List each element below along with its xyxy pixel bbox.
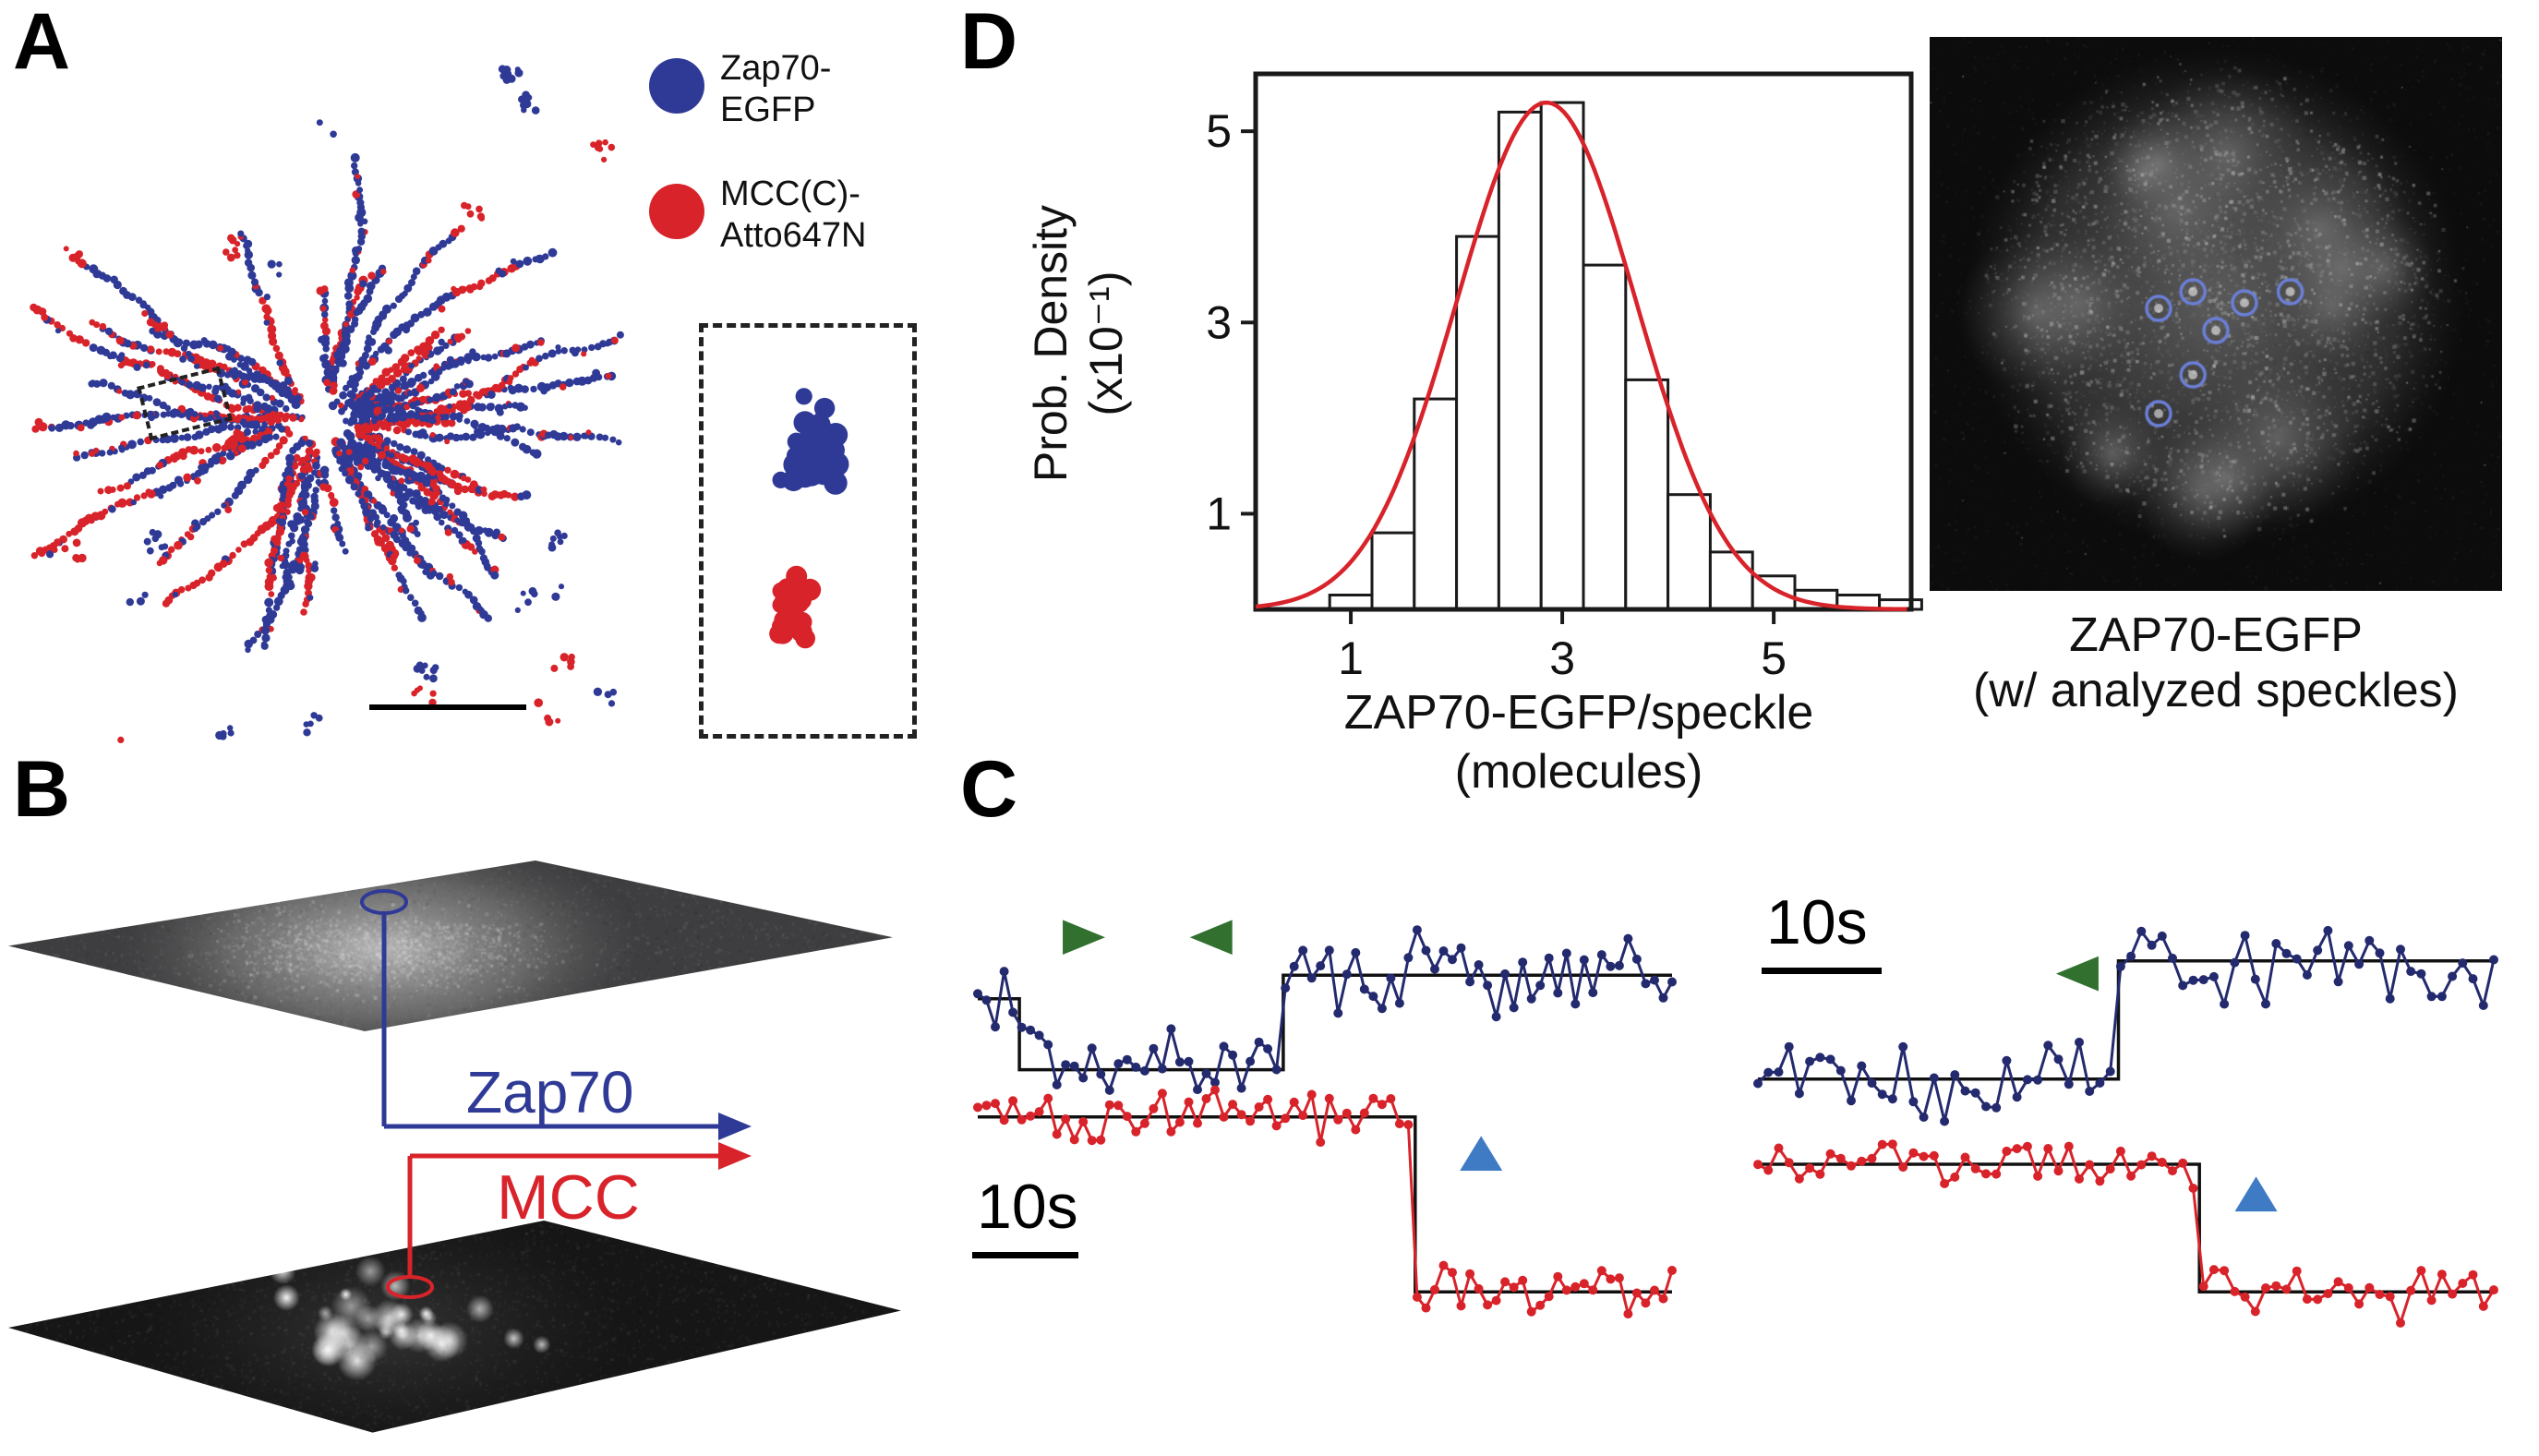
histogram-y-axis-label: Prob. Density (x10⁻¹) <box>1023 205 1134 482</box>
zap70-roi-ellipse <box>360 889 408 915</box>
mcc-arrowhead-icon <box>718 1142 752 1170</box>
right-trace-scalebar <box>1762 968 1882 974</box>
zap70-per-speckle-histogram: 1 3 5 1 3 5 <box>1206 71 1923 684</box>
svg-text:3: 3 <box>1549 632 1575 684</box>
mcc-roi-ellipse <box>386 1275 434 1299</box>
mcc-axis-label: MCC <box>497 1162 640 1233</box>
panel-c-label: C <box>960 745 1018 834</box>
legend-label-zap70: Zap70- EGFP <box>720 48 831 131</box>
photobleach-trace-left <box>973 920 1677 1319</box>
panel-a-inset-box <box>699 323 917 739</box>
speckle-image-caption-line2: (w/ analyzed speckles) <box>1973 664 2459 717</box>
panel-a-inset-scatter <box>769 388 849 649</box>
histogram-x-axis-label-line1: ZAP70-EGFP/speckle <box>1343 686 1814 740</box>
panel-b-label: B <box>13 745 71 834</box>
legend-label-mcc: MCC(C)- Atto647N <box>720 174 866 257</box>
legend-dot-mcc <box>649 184 704 239</box>
svg-text:1: 1 <box>1206 487 1232 539</box>
panel-d-label: D <box>960 0 1018 86</box>
panel-a-scale-bar <box>369 704 526 710</box>
histogram-y-axis-label-line2: (x10⁻¹) <box>1080 271 1132 416</box>
zap70-axis-line <box>381 913 726 1129</box>
svg-text:1: 1 <box>1338 632 1364 684</box>
panel-a-localization-scatter <box>30 65 624 744</box>
svg-text:5: 5 <box>1206 105 1232 157</box>
zap70-axis-label: Zap70 <box>466 1059 634 1125</box>
panel-b-annotation-overlay <box>360 889 752 1299</box>
photobleach-trace-right <box>1753 925 2498 1328</box>
legend-label-mcc-line1: MCC(C)- <box>720 174 860 213</box>
legend-label-mcc-line2: Atto647N <box>720 216 867 255</box>
legend-dot-mcc-circle <box>649 184 704 239</box>
svg-text:5: 5 <box>1761 632 1787 684</box>
histogram-x-axis-label-line2: (molecules) <box>1454 745 1703 799</box>
legend-dot-zap70-circle <box>649 58 704 114</box>
histogram-y-axis-label-line1: Prob. Density <box>1025 204 1077 483</box>
svg-text:3: 3 <box>1206 296 1232 348</box>
legend-label-zap70-line1: Zap70- <box>720 49 832 88</box>
right-trace-scalebar-label: 10s <box>1766 887 1868 957</box>
zap70-egfp-speckle-image <box>1930 37 2502 591</box>
legend-label-zap70-line2: EGFP <box>720 90 816 129</box>
panel-a-label: A <box>13 0 71 86</box>
zap70-arrowhead-icon <box>718 1113 752 1140</box>
left-trace-scalebar <box>972 1252 1078 1258</box>
speckle-image-caption-line1: ZAP70-EGFP <box>2069 608 2363 662</box>
legend-dot-zap70 <box>649 58 704 114</box>
left-trace-scalebar-label: 10s <box>977 1172 1078 1242</box>
mcc-axis-line <box>407 1153 726 1276</box>
